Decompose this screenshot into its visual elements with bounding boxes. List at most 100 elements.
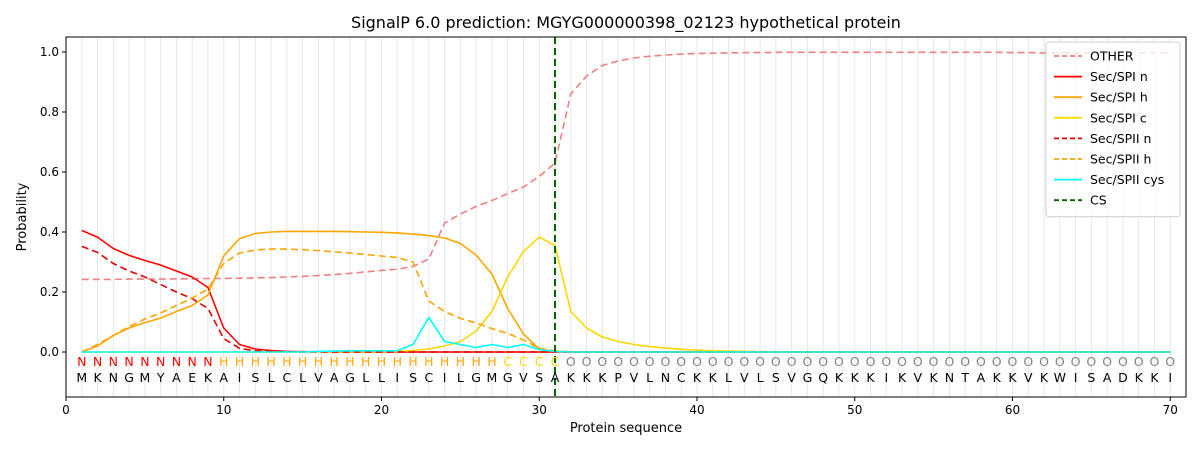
- residue-letter: S: [772, 370, 780, 385]
- region-label: C: [535, 354, 544, 369]
- y-tick-label: 0.2: [40, 285, 59, 299]
- region-label: O: [676, 354, 686, 369]
- region-label: N: [124, 354, 133, 369]
- residue-letter: K: [1008, 370, 1017, 385]
- residue-letter: A: [330, 370, 339, 385]
- x-tick-label: 70: [1163, 403, 1178, 417]
- region-label: O: [802, 354, 812, 369]
- region-label: O: [1039, 354, 1049, 369]
- residue-letter: G: [471, 370, 481, 385]
- region-label: O: [708, 354, 718, 369]
- residue-letter: N: [661, 370, 670, 385]
- residue-letter: S: [251, 370, 259, 385]
- residue-letter: I: [884, 370, 888, 385]
- residue-letter: N: [945, 370, 954, 385]
- residue-letter: A: [551, 370, 560, 385]
- y-axis-label: Probability: [15, 182, 30, 251]
- residue-letter: A: [977, 370, 986, 385]
- residue-letter: K: [567, 370, 576, 385]
- residue-letter: K: [930, 370, 939, 385]
- residue-letter: K: [598, 370, 607, 385]
- legend-label: Sec/SPII h: [1090, 152, 1151, 167]
- region-label: O: [661, 354, 671, 369]
- residue-letter: K: [1135, 370, 1144, 385]
- region-label: H: [471, 354, 480, 369]
- residue-letter: L: [757, 370, 764, 385]
- y-tick-label: 1.0: [40, 45, 59, 59]
- residue-letter: L: [299, 370, 306, 385]
- residue-letter: L: [268, 370, 275, 385]
- series-line-sec-spii-cys: [81, 316, 1171, 353]
- region-label: N: [188, 354, 197, 369]
- region-label: O: [944, 354, 954, 369]
- region-label: O: [645, 354, 655, 369]
- residue-letter: G: [803, 370, 813, 385]
- residue-letter: W: [1054, 370, 1066, 385]
- region-label: N: [109, 354, 118, 369]
- region-label: O: [1023, 354, 1033, 369]
- residue-letter: K: [898, 370, 907, 385]
- region-label: H: [440, 354, 449, 369]
- residue-letter: K: [866, 370, 875, 385]
- region-label: O: [755, 354, 765, 369]
- series-line-other: [81, 51, 1171, 281]
- region-label: O: [1102, 354, 1112, 369]
- residue-letter: I: [1074, 370, 1078, 385]
- residue-letter: K: [709, 370, 718, 385]
- region-label: N: [93, 354, 102, 369]
- legend-box: [1045, 41, 1181, 218]
- residue-letter: K: [993, 370, 1002, 385]
- residue-letter: I: [238, 370, 242, 385]
- region-label: H: [298, 354, 307, 369]
- series-line-sec-spi-c: [81, 236, 1171, 353]
- region-label: O: [866, 354, 876, 369]
- y-tick-label: 0.0: [40, 345, 59, 359]
- region-label: O: [850, 354, 860, 369]
- x-tick-label: 20: [374, 403, 389, 417]
- x-tick-label: 50: [847, 403, 862, 417]
- residue-letter: I: [443, 370, 447, 385]
- residue-letter: D: [1118, 370, 1128, 385]
- residue-letter: C: [677, 370, 686, 385]
- residue-letter: K: [204, 370, 213, 385]
- y-tick-label: 0.4: [40, 225, 59, 239]
- region-label: O: [1118, 354, 1128, 369]
- residue-letter: S: [409, 370, 417, 385]
- region-label: C: [519, 354, 528, 369]
- residue-letter: K: [582, 370, 591, 385]
- sequence-track: NMNKNNNGNMNYNANENKHAHIHSHLHCHLHVHAHGHLHL…: [76, 354, 1175, 385]
- series-line-sec-spi-h: [81, 230, 1171, 353]
- residue-letter: L: [646, 370, 653, 385]
- legend-label: Sec/SPI c: [1090, 110, 1147, 125]
- region-label: O: [597, 354, 607, 369]
- residue-letter: M: [487, 370, 498, 385]
- region-label: O: [739, 354, 749, 369]
- residue-letter: L: [362, 370, 369, 385]
- residue-letter: V: [519, 370, 528, 385]
- region-label: H: [235, 354, 244, 369]
- residue-letter: C: [282, 370, 291, 385]
- y-axis: 0.0 0.2 0.4 0.6 0.8 1.0: [40, 45, 66, 359]
- region-label: O: [960, 354, 970, 369]
- region-label: H: [456, 354, 465, 369]
- series-line-sec-spi-n: [81, 229, 1171, 353]
- region-label: O: [818, 354, 828, 369]
- region-label: H: [424, 354, 433, 369]
- residue-letter: K: [835, 370, 844, 385]
- region-label: N: [203, 354, 212, 369]
- region-label: O: [1086, 354, 1096, 369]
- region-label: H: [408, 354, 417, 369]
- residue-letter: V: [630, 370, 639, 385]
- x-tick-label: 10: [216, 403, 231, 417]
- series-line-sec-spii-n: [81, 245, 1171, 353]
- region-label: O: [629, 354, 639, 369]
- residue-letter: N: [109, 370, 118, 385]
- residue-letter: A: [172, 370, 181, 385]
- region-label: O: [1008, 354, 1018, 369]
- legend-label: Sec/SPII cys: [1090, 172, 1164, 187]
- x-tick-label: 60: [1005, 403, 1020, 417]
- residue-letter: K: [93, 370, 102, 385]
- residue-letter: S: [535, 370, 543, 385]
- residue-letter: K: [1040, 370, 1049, 385]
- residue-letter: Y: [156, 370, 165, 385]
